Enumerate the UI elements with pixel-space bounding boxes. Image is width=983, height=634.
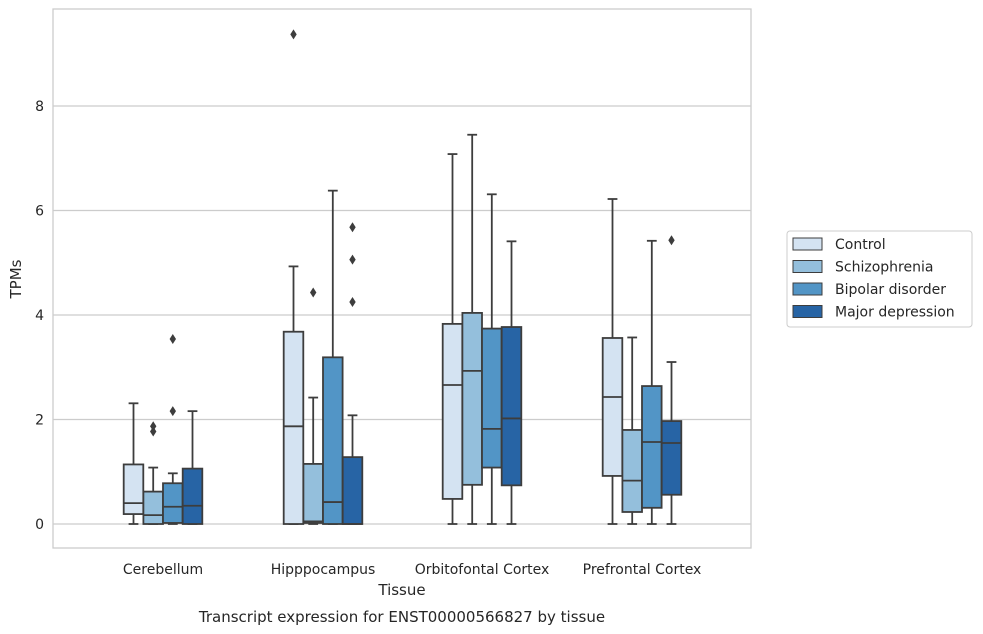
box-group xyxy=(341,222,364,525)
box-group xyxy=(660,235,683,525)
box-iqr xyxy=(621,429,643,513)
legend-label: Control xyxy=(835,237,886,253)
y-tick-label: 8 xyxy=(35,99,44,115)
outlier-point xyxy=(310,287,317,298)
box-group xyxy=(322,189,344,525)
box-iqr xyxy=(341,456,364,525)
box-iqr xyxy=(660,420,683,496)
box-iqr xyxy=(481,327,503,469)
box-group xyxy=(162,334,184,525)
outlier-point xyxy=(349,254,356,265)
legend-swatch xyxy=(792,237,823,251)
legend-frame xyxy=(786,230,973,328)
legend-label: Bipolar disorder xyxy=(835,282,946,298)
legend-label: Schizophrenia xyxy=(835,260,933,276)
y-axis-title: TPMs xyxy=(7,259,25,299)
box-iqr xyxy=(461,312,483,486)
boxes xyxy=(122,29,683,525)
y-tick-label: 4 xyxy=(35,308,44,324)
legend-label: Major depression xyxy=(835,305,955,321)
box-group xyxy=(481,193,503,525)
box-group xyxy=(641,239,663,525)
x-tick-label: Cerebellum xyxy=(123,562,203,578)
outlier-point xyxy=(290,29,297,40)
box-group xyxy=(122,402,145,525)
outlier-point xyxy=(169,406,176,417)
box-iqr xyxy=(441,322,464,500)
y-tick-labels: 0 2 4 6 8 xyxy=(35,99,44,533)
legend-swatch xyxy=(792,282,823,296)
x-tick-label: Hipppocampus xyxy=(271,562,376,578)
plot-frame xyxy=(52,8,752,549)
outlier-point xyxy=(150,426,157,437)
box-iqr xyxy=(641,385,663,509)
box-iqr xyxy=(322,356,344,525)
y-tick-label: 2 xyxy=(35,413,44,429)
x-tick-label: Prefrontal Cortex xyxy=(583,562,702,578)
box-iqr xyxy=(302,463,324,524)
box-group xyxy=(500,240,523,525)
box-iqr xyxy=(282,330,305,525)
box-group xyxy=(441,153,464,525)
x-tick-labels: Cerebellum Hipppocampus Orbitofontal Corte… xyxy=(123,562,701,578)
box-iqr xyxy=(122,463,145,515)
outlier-point xyxy=(668,235,675,246)
box-group xyxy=(302,287,324,525)
box-iqr xyxy=(181,467,204,525)
box-group xyxy=(601,198,624,525)
legend-swatch xyxy=(792,260,823,273)
box-group xyxy=(181,410,204,525)
legend: Control Schizophrenia Bipolar disorder Majo… xyxy=(786,230,973,328)
box-iqr xyxy=(601,337,624,477)
y-tick-label: 0 xyxy=(35,517,44,533)
box-group xyxy=(621,336,643,525)
outlier-point xyxy=(349,222,356,233)
chart-title: Transcript expression for ENST0000056682… xyxy=(198,608,605,626)
box-group xyxy=(282,29,305,525)
outlier-point xyxy=(349,296,356,307)
legend-swatch xyxy=(792,305,823,318)
outlier-point xyxy=(169,334,176,345)
box-iqr xyxy=(142,490,164,525)
y-tick-label: 6 xyxy=(35,204,44,220)
outlier-point xyxy=(150,421,157,432)
x-axis-title: Tissue xyxy=(377,581,425,599)
x-tick-label: Orbitofontal Cortex xyxy=(415,562,550,578)
box-iqr xyxy=(500,326,523,487)
box-iqr xyxy=(162,482,184,524)
